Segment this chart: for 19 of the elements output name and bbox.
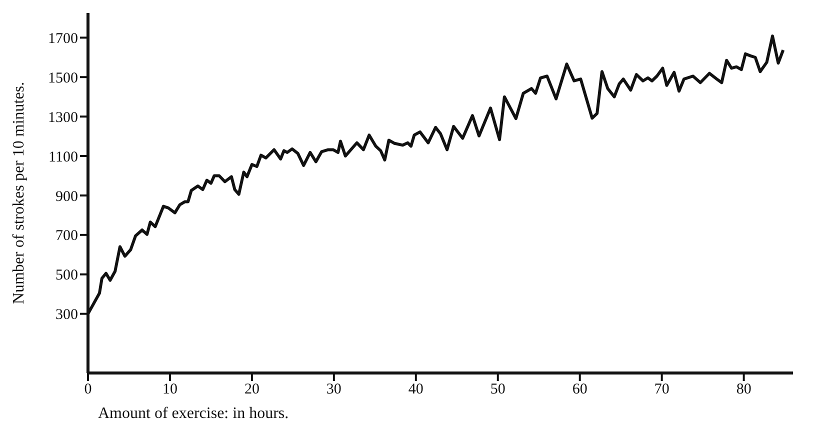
y-tick-label: 500 xyxy=(56,268,78,284)
x-tick-label: 10 xyxy=(162,382,178,398)
y-tick-label: 300 xyxy=(56,307,78,324)
x-tick-label: 0 xyxy=(84,382,92,398)
x-axis-title: Amount of exercise: in hours. xyxy=(98,405,289,422)
x-tick-label: 80 xyxy=(736,382,752,398)
x-tick-label: 30 xyxy=(326,382,342,398)
y-tick-label: 1700 xyxy=(48,30,78,47)
y-axis-title: Number of strokes per 10 minutes. xyxy=(10,82,28,304)
y-tick-label: 1100 xyxy=(48,149,78,166)
y-tick-label: 900 xyxy=(56,188,78,205)
x-tick-label: 60 xyxy=(572,382,588,398)
y-tick-label: 700 xyxy=(56,228,78,244)
x-tick-label: 40 xyxy=(408,382,424,398)
x-tick-label: 50 xyxy=(490,382,506,398)
x-tick-label: 20 xyxy=(244,382,260,398)
x-tick-label: 70 xyxy=(654,382,670,398)
y-tick-label: 1500 xyxy=(48,70,78,86)
y-tick-label: 1300 xyxy=(48,110,78,126)
